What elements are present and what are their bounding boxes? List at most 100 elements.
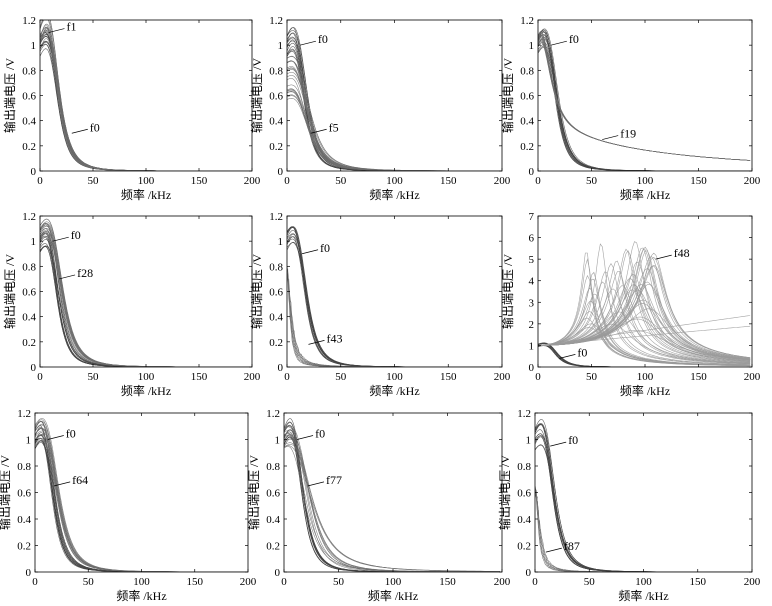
curve-f0-9 [35, 432, 247, 572]
y-axis-label: 输出端电压 /V [500, 254, 515, 329]
y-tick-label: 0.6 [517, 488, 531, 500]
x-tick-label: 0 [535, 175, 541, 187]
y-tick-label: 1.2 [17, 408, 31, 420]
x-axis-label: 频率 /kHz [121, 187, 171, 202]
x-tick-label: 50 [586, 371, 598, 383]
axes-box-6 [537, 215, 753, 368]
curves-panel-7 [35, 418, 247, 572]
y-tick-label: 1 [278, 40, 284, 52]
y-tick-label: 0.6 [269, 91, 283, 103]
y-tick-label: 4 [529, 276, 535, 288]
curve-f19-7 [538, 34, 751, 161]
curve-f48-52 [538, 325, 751, 346]
curve-f64-14 [35, 433, 247, 572]
y-tick-label: 1 [26, 435, 32, 447]
chart-panel-5: 0 50 100 150 200 0 0.2 0.4 0.6 0.8 1 1.2 频率 /kHz 输出端电… [249, 211, 511, 398]
x-tick-label: 100 [385, 576, 402, 588]
annotation-leader [296, 435, 314, 440]
y-tick-label: 0.8 [269, 261, 283, 273]
annotation-label: f0 [320, 241, 330, 255]
annotation-leader [299, 40, 316, 46]
y-axis-label: 输出端电压 /V [246, 455, 261, 530]
x-axis-label: 频率 /kHz [369, 383, 419, 398]
x-tick-label: 50 [586, 175, 598, 187]
annotation-label: f48 [674, 246, 690, 260]
annotation-label: f43 [327, 331, 343, 345]
x-tick-label: 200 [494, 371, 511, 383]
curve-f48-44 [538, 258, 751, 366]
x-tick-label: 200 [744, 175, 761, 187]
x-tick-label: 0 [32, 576, 38, 588]
x-axis-label: 频率 /kHz [116, 588, 166, 603]
x-axis-label: 频率 /kHz [369, 187, 419, 202]
curve-f5-8 [287, 94, 501, 171]
y-tick-label: 0.8 [269, 65, 283, 77]
curve-f43-5 [287, 273, 501, 367]
curve-f5-13 [287, 89, 501, 171]
curve-f0-1 [40, 245, 251, 367]
y-axis-label: 输出端电压 /V [249, 58, 264, 133]
annotation-leader [545, 547, 562, 553]
curve-f0-14 [284, 425, 500, 572]
curve-f0-11 [35, 440, 247, 572]
curve-f5-14 [287, 60, 501, 171]
x-tick-label: 200 [244, 371, 261, 383]
curve-f77-10 [284, 444, 500, 572]
x-tick-label: 0 [284, 175, 290, 187]
x-tick-label: 100 [386, 175, 403, 187]
y-tick-label: 1.2 [22, 15, 36, 27]
curve-f43-8 [287, 269, 501, 367]
y-tick-label: 0.6 [520, 91, 534, 103]
x-tick-label: 150 [187, 576, 204, 588]
x-tick-label: 200 [494, 576, 511, 588]
curve-f0-4 [287, 37, 501, 171]
x-tick-label: 50 [88, 175, 100, 187]
x-tick-label: 50 [584, 576, 596, 588]
curve-f19-2 [538, 40, 751, 161]
curve-f28-5 [40, 225, 251, 367]
x-tick-label: 0 [535, 371, 541, 383]
curve-f87-4 [535, 486, 750, 572]
y-tick-label: 6 [529, 233, 535, 245]
x-tick-label: 150 [690, 371, 707, 383]
annotation-leader [58, 274, 76, 280]
series-f0 [538, 342, 751, 367]
curve-f19-3 [538, 39, 751, 161]
x-tick-label: 150 [440, 175, 457, 187]
annotation-label: f0 [90, 120, 100, 134]
annotation-label: f0 [71, 228, 81, 242]
x-tick-label: 150 [191, 371, 208, 383]
y-tick-label: 3 [529, 297, 535, 309]
y-axis-label: 输出端电压 /V [2, 58, 17, 133]
curve-f0-5 [538, 34, 751, 171]
annotation-label: f77 [326, 473, 342, 487]
x-tick-label: 200 [244, 175, 261, 187]
chart-panel-4: 0 50 100 150 200 0 0.2 0.4 0.6 0.8 1 1.2 频率 /kHz 输出端电… [2, 211, 261, 398]
y-tick-label: 1.2 [269, 211, 283, 223]
y-tick-label: 1 [31, 236, 37, 248]
annotation-leader [47, 435, 64, 440]
curve-f48-51 [538, 315, 751, 346]
y-tick-label: 0.8 [520, 65, 534, 77]
curve-f48-33 [538, 261, 751, 362]
y-axis-label: 输出端电压 /V [2, 254, 17, 329]
curve-f0-3 [287, 242, 501, 367]
series-f0 [284, 418, 500, 572]
x-tick-label: 100 [133, 576, 150, 588]
x-tick-label: 50 [335, 371, 347, 383]
curve-f43-2 [287, 273, 501, 367]
curves-panel-6 [538, 241, 751, 367]
y-axis-label: 输出端电压 /V [497, 455, 512, 530]
curve-f5-9 [287, 60, 501, 171]
x-tick-label: 200 [240, 576, 257, 588]
x-tick-label: 100 [637, 175, 654, 187]
y-tick-label: 1 [275, 435, 281, 447]
curve-f28-9 [40, 225, 251, 367]
curve-f0-12 [284, 431, 500, 572]
annotation-label: f19 [620, 127, 636, 141]
y-tick-label: 1 [278, 236, 284, 248]
y-tick-label: 0.2 [520, 141, 534, 153]
x-tick-label: 50 [335, 175, 347, 187]
y-tick-label: 0.6 [17, 488, 31, 500]
